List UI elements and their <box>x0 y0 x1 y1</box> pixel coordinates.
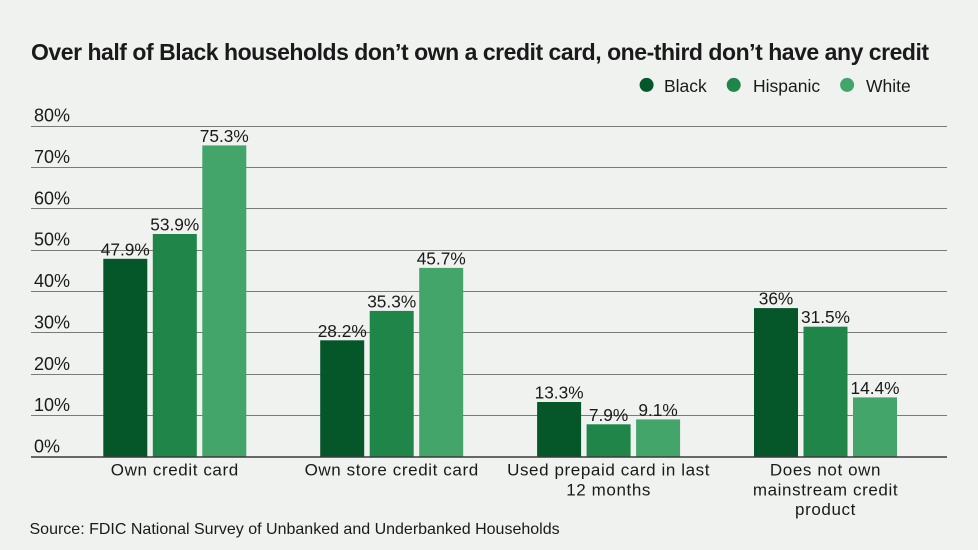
svg-text:0%: 0% <box>34 437 60 457</box>
svg-text:Does not own: Does not own <box>770 461 881 480</box>
svg-text:10%: 10% <box>34 395 70 415</box>
svg-text:60%: 60% <box>34 188 70 208</box>
svg-text:45.7%: 45.7% <box>417 248 466 268</box>
svg-text:Used prepaid card in last: Used prepaid card in last <box>507 461 710 480</box>
svg-text:47.9%: 47.9% <box>101 239 150 259</box>
svg-text:20%: 20% <box>34 354 70 374</box>
svg-text:12 months: 12 months <box>566 480 651 499</box>
svg-text:40%: 40% <box>34 271 70 291</box>
svg-text:80%: 80% <box>34 106 70 126</box>
svg-text:mainstream credit: mainstream credit <box>753 480 898 499</box>
svg-text:Over half of Black households: Over half of Black households don’t own … <box>31 39 929 65</box>
svg-text:Black: Black <box>664 76 707 96</box>
svg-text:70%: 70% <box>34 147 70 167</box>
svg-text:Own store credit card: Own store credit card <box>305 461 479 480</box>
svg-text:Hispanic: Hispanic <box>753 76 820 96</box>
svg-text:50%: 50% <box>34 230 70 250</box>
svg-text:53.9%: 53.9% <box>150 215 199 235</box>
svg-text:Source: FDIC National Survey o: Source: FDIC National Survey of Unbanked… <box>30 521 560 538</box>
svg-text:36%: 36% <box>759 289 794 309</box>
svg-text:14.4%: 14.4% <box>850 378 899 398</box>
svg-text:product: product <box>795 500 856 519</box>
svg-text:7.9%: 7.9% <box>589 405 628 425</box>
svg-text:30%: 30% <box>34 312 70 332</box>
svg-text:Own credit card: Own credit card <box>111 461 239 480</box>
svg-text:31.5%: 31.5% <box>801 307 850 327</box>
svg-text:White: White <box>866 76 911 96</box>
svg-text:9.1%: 9.1% <box>638 400 677 420</box>
svg-text:35.3%: 35.3% <box>367 291 416 311</box>
svg-text:28.2%: 28.2% <box>318 321 367 341</box>
svg-text:75.3%: 75.3% <box>200 126 249 146</box>
svg-text:13.3%: 13.3% <box>535 383 584 403</box>
